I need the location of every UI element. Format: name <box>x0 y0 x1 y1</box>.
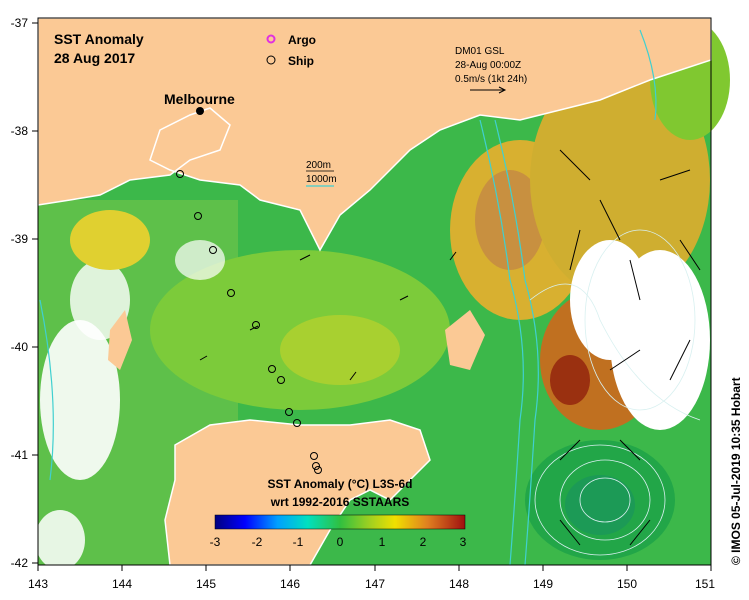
map-date: 28 Aug 2017 <box>54 50 135 66</box>
sst-field <box>35 20 730 570</box>
x-tick-label: 143 <box>28 577 48 591</box>
current-info-line2: 28-Aug 00:00Z <box>455 60 521 71</box>
colorbar-tick: -2 <box>252 535 263 549</box>
colorbar-tick: 2 <box>420 535 427 549</box>
ship-icon <box>266 55 276 65</box>
legend-argo: Argo <box>288 33 316 47</box>
colorbar <box>214 514 466 530</box>
colorbar-tick: 1 <box>379 535 386 549</box>
y-tick-label: -39 <box>11 232 29 246</box>
x-axis: 143 144 145 146 147 148 149 150 151 <box>28 565 715 591</box>
ship-positions <box>176 170 322 474</box>
x-tick-label: 148 <box>449 577 469 591</box>
colorbar-subtitle: wrt 1992-2016 SSTAARS <box>270 495 410 509</box>
y-tick-label: -38 <box>11 124 29 138</box>
depth-1000m-label: 1000m <box>306 174 337 185</box>
depth-contours <box>39 29 657 566</box>
x-tick-label: 144 <box>112 577 132 591</box>
y-axis: -37 -38 -39 -40 -41 -42 <box>11 16 38 570</box>
depth-200m-label: 200m <box>306 160 331 171</box>
argo-icon <box>266 34 276 44</box>
x-tick-label: 146 <box>280 577 300 591</box>
x-tick-label: 145 <box>196 577 216 591</box>
melbourne-marker <box>196 107 204 115</box>
colorbar-tick: 0 <box>337 535 344 549</box>
y-tick-label: -41 <box>11 448 29 462</box>
colorbar-tick: -1 <box>293 535 304 549</box>
x-tick-label: 150 <box>617 577 637 591</box>
current-vectors <box>199 149 701 546</box>
colorbar-tick: 3 <box>460 535 467 549</box>
credit-text: © IMOS 05-Jul-2019 10:35 Hobart <box>729 377 743 565</box>
scale-arrow-head <box>498 86 507 94</box>
colorbar-title: SST Anomaly (°C) L3S-6d <box>267 477 412 491</box>
eddy-contours <box>529 229 701 556</box>
current-info-line1: DM01 GSL <box>455 46 505 57</box>
x-tick-label: 147 <box>365 577 385 591</box>
y-tick-label: -42 <box>11 556 29 570</box>
melbourne-label: Melbourne <box>164 91 235 107</box>
y-tick-label: -40 <box>11 340 29 354</box>
x-tick-label: 151 <box>695 577 715 591</box>
x-tick-label: 149 <box>533 577 553 591</box>
current-info-line3: 0.5m/s (1kt 24h) <box>455 74 527 85</box>
map-title: SST Anomaly <box>54 31 144 47</box>
colorbar-tick: -3 <box>210 535 221 549</box>
legend-ship: Ship <box>288 54 314 68</box>
y-tick-label: -37 <box>11 16 29 30</box>
